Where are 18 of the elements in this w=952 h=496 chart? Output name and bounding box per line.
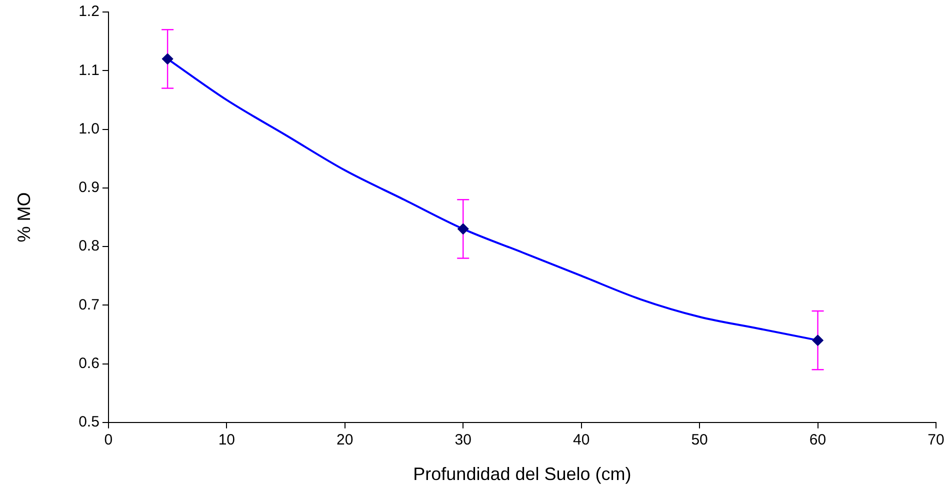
x-tick-label: 40	[572, 432, 590, 449]
y-tick-label: 0.7	[78, 296, 100, 314]
x-tick-label: 70	[928, 432, 944, 449]
x-tick-label: 30	[454, 432, 472, 449]
x-tick-label: 10	[218, 432, 236, 449]
y-tick-label: 0.6	[78, 354, 100, 372]
y-tick-label: 1.1	[78, 62, 100, 79]
y-tick-label: 0.5	[78, 414, 100, 431]
y-tick-label: 1.0	[78, 120, 100, 138]
y-tick-label: 0.8	[78, 238, 100, 255]
x-axis-title: Profundidad del Suelo (cm)	[413, 464, 632, 484]
x-tick-label: 50	[691, 432, 708, 449]
x-tick-label: 60	[809, 432, 826, 449]
x-tick-label: 20	[336, 432, 354, 449]
y-tick-label: 1.2	[78, 3, 100, 20]
x-tick-label: 0	[104, 432, 113, 449]
y-axis-title: % MO	[14, 192, 34, 242]
y-tick-label: 0.9	[78, 179, 100, 196]
